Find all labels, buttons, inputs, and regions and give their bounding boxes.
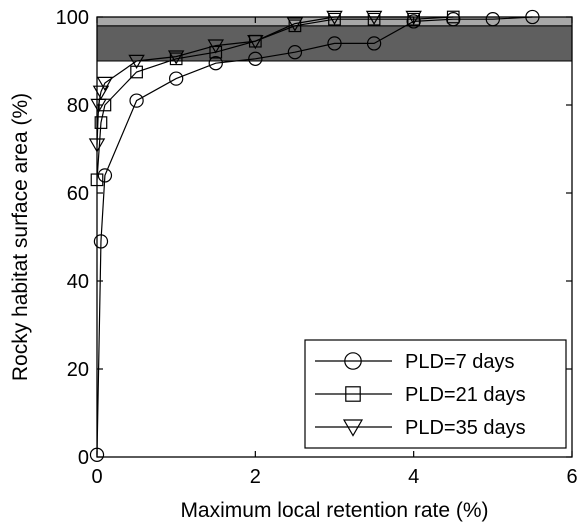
legend-label: PLD=7 days — [405, 351, 515, 373]
data-point-s3 — [247, 34, 264, 50]
y-tick-label: 40 — [67, 271, 89, 293]
y-tick-label: 80 — [67, 95, 89, 117]
legend-marker — [344, 352, 362, 370]
data-point-s2 — [209, 45, 223, 59]
data-point-s1 — [525, 9, 540, 25]
x-tick-label: 6 — [566, 466, 577, 488]
data-point-s2 — [130, 65, 143, 79]
data-point-s3 — [286, 17, 304, 32]
legend-marker — [345, 386, 361, 402]
data-point-s3 — [207, 39, 224, 54]
data-point-s1 — [169, 71, 184, 86]
y-tick-label: 60 — [67, 183, 89, 205]
x-tick-label: 4 — [408, 466, 419, 488]
data-point-s1 — [97, 168, 113, 183]
data-point-s3 — [326, 10, 343, 25]
data-point-s3 — [96, 76, 114, 91]
data-point-s1 — [287, 45, 303, 60]
data-point-s3 — [365, 10, 383, 25]
data-point-s3 — [88, 138, 106, 153]
y-tick-label: 0 — [78, 447, 89, 469]
legend-marker — [342, 419, 364, 437]
y-tick-label: 20 — [67, 359, 89, 381]
data-point-s1 — [485, 12, 500, 27]
data-point-s1 — [327, 36, 342, 51]
data-point-s1 — [89, 447, 105, 462]
legend-label: PLD=21 days — [405, 384, 526, 406]
series-line-2 — [96, 16, 454, 180]
data-point-s3 — [92, 85, 110, 100]
data-point-s1 — [208, 56, 223, 71]
data-point-s2 — [446, 10, 460, 24]
data-point-s1 — [446, 12, 461, 27]
data-point-s3 — [128, 54, 145, 69]
x-tick-label: 2 — [250, 466, 261, 488]
data-point-s1 — [93, 234, 109, 249]
y-tick-label: 100 — [56, 7, 89, 29]
data-point-s3 — [405, 10, 422, 25]
data-point-s2 — [90, 173, 104, 187]
x-axis-label: Maximum local retention rate (%) — [180, 499, 488, 522]
data-point-s1 — [129, 93, 144, 108]
x-tick-label: 0 — [91, 466, 102, 488]
data-point-s3 — [167, 50, 185, 65]
series-line-3 — [96, 16, 414, 145]
data-point-s3 — [90, 98, 107, 113]
data-point-s1 — [248, 51, 263, 66]
data-point-s1 — [406, 14, 421, 29]
data-point-s2 — [94, 116, 108, 129]
data-point-s1 — [366, 36, 382, 51]
y-axis-label: Rocky habitat surface area (%) — [9, 93, 32, 381]
legend-label: PLD=35 days — [405, 417, 526, 439]
